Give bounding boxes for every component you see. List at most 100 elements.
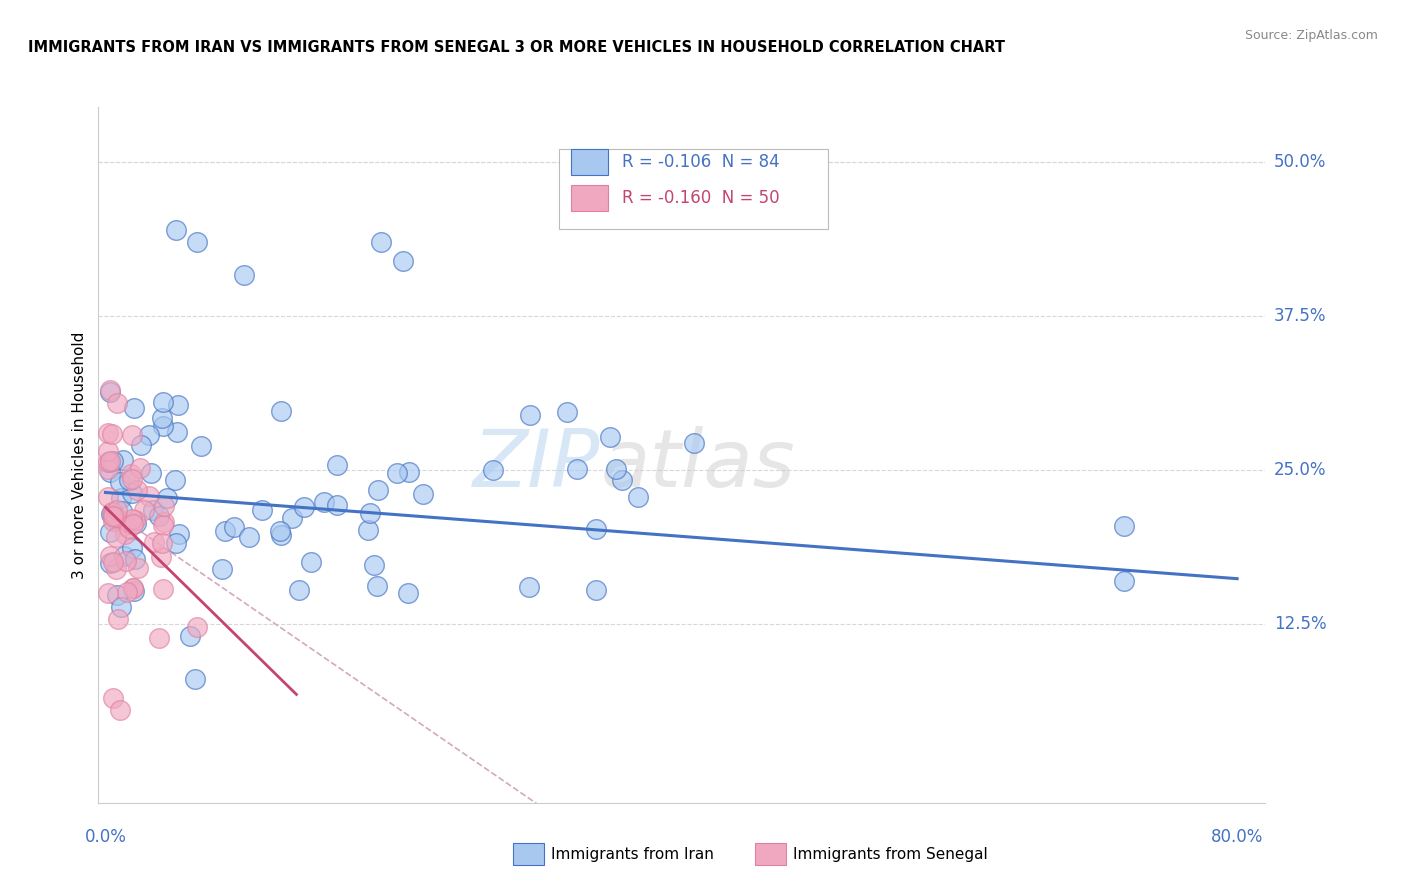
Point [312,495,335,509]
Point [288,583,311,598]
Point [142,503,165,517]
Point [363,558,385,573]
Text: R = -0.106  N = 84: R = -0.106 N = 84 [623,153,780,171]
Point [138,427,160,442]
Point [105,502,128,516]
Point [370,235,392,250]
Point [121,541,143,555]
Point [121,512,143,526]
Point [519,408,541,422]
Point [152,394,174,409]
Point [104,513,127,527]
Point [152,419,174,434]
Point [98,549,121,564]
Point [114,526,136,541]
Point [152,517,174,532]
Point [270,403,292,417]
Point [129,438,152,452]
Point [627,490,650,504]
Text: 12.5%: 12.5% [1274,615,1326,633]
Point [132,503,155,517]
Point [359,506,381,520]
Point [366,579,388,593]
Point [165,535,187,549]
Point [124,551,146,566]
Point [97,444,120,458]
Point [398,465,420,479]
Point [139,466,162,480]
Point [125,516,148,531]
Point [98,465,121,479]
Point [97,462,120,476]
Text: IMMIGRANTS FROM IRAN VS IMMIGRANTS FROM SENEGAL 3 OR MORE VEHICLES IN HOUSEHOLD : IMMIGRANTS FROM IRAN VS IMMIGRANTS FROM … [28,40,1005,55]
Point [190,439,212,453]
Point [121,486,143,500]
Point [233,268,256,282]
Point [610,473,633,487]
Point [107,612,129,626]
Point [97,426,120,441]
Point [98,524,121,539]
Point [100,507,122,521]
Point [98,384,121,399]
Point [299,556,322,570]
FancyBboxPatch shape [571,148,609,175]
Point [121,517,143,532]
Point [98,454,121,468]
Point [110,514,132,528]
Point [565,462,588,476]
Point [517,580,540,594]
Point [148,509,170,524]
Y-axis label: 3 or more Vehicles in Household: 3 or more Vehicles in Household [72,331,87,579]
Text: 0.0%: 0.0% [84,828,127,846]
Point [105,588,128,602]
Point [121,428,143,442]
Point [104,509,127,524]
Point [98,384,121,398]
Point [599,430,621,444]
Point [292,500,315,515]
Point [97,586,120,600]
Point [211,561,233,575]
Point [101,509,124,524]
Point [142,534,165,549]
Point [1112,518,1135,533]
Point [357,523,380,537]
Point [124,513,146,527]
Point [120,467,142,482]
Point [110,600,132,615]
Point [150,549,173,564]
Point [105,562,128,576]
Point [103,555,125,569]
Point [585,582,607,597]
Point [101,427,124,442]
Point [152,582,174,596]
Point [250,502,273,516]
Text: 25.0%: 25.0% [1274,461,1326,479]
Text: atlas: atlas [600,426,794,504]
Text: Source: ZipAtlas.com: Source: ZipAtlas.com [1244,29,1378,42]
Point [122,583,145,598]
Point [186,620,208,634]
Point [118,521,141,535]
Point [111,504,134,518]
Text: 80.0%: 80.0% [1211,828,1264,846]
Point [1112,574,1135,588]
Point [121,472,143,486]
Point [98,556,121,570]
Point [152,499,174,513]
Point [179,629,201,643]
Point [115,585,138,599]
Point [269,524,291,538]
Point [110,491,132,505]
Point [585,522,607,536]
Point [270,528,292,542]
Point [98,455,121,469]
Point [101,691,124,706]
Point [138,489,160,503]
Point [105,395,128,409]
Point [326,458,349,472]
Point [108,703,131,717]
Point [481,462,503,476]
Point [166,425,188,439]
